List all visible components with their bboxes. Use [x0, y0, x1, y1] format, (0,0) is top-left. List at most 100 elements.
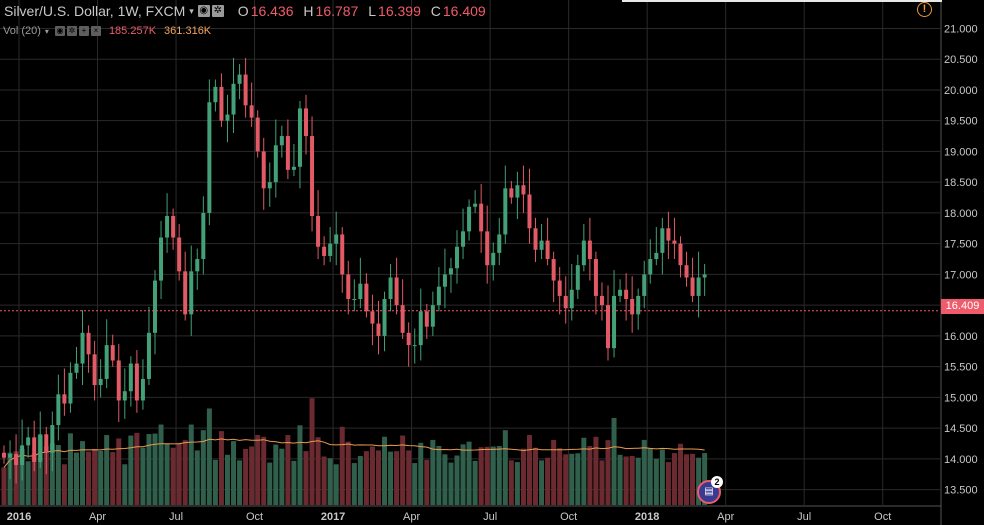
volume-bar	[297, 425, 303, 505]
volume-bars	[1, 398, 708, 505]
event-count-badge: 2	[711, 476, 723, 488]
volume-bar	[466, 441, 472, 505]
candle-body	[412, 345, 417, 347]
symbol-title[interactable]: Silver/U.S. Dollar, 1W, FXCM	[4, 3, 186, 19]
candle-body	[153, 280, 157, 333]
volume-bar	[514, 462, 520, 505]
close-icon[interactable]: ×	[90, 26, 101, 36]
candle-body	[618, 289, 623, 296]
volume-bar	[339, 426, 345, 505]
candle-body	[183, 271, 188, 315]
candle-body	[92, 354, 97, 386]
close-label: C	[430, 3, 441, 19]
candle-body	[503, 188, 508, 235]
volume-bar	[659, 449, 665, 505]
candle-body	[116, 360, 121, 401]
volume-bar	[267, 462, 273, 505]
volume-bar	[635, 457, 641, 505]
price-tick-label: 15.000	[944, 392, 978, 404]
volume-bar	[684, 454, 690, 505]
candle-body	[461, 231, 466, 247]
volume-bar	[484, 446, 490, 505]
candle-body	[310, 136, 315, 216]
candle-body	[237, 74, 242, 84]
chevron-down-icon[interactable]: ▾	[44, 26, 49, 36]
candle-body	[14, 453, 19, 466]
time-tick-label: Apr	[717, 511, 734, 523]
volume-bar	[533, 447, 539, 505]
volume-bar	[388, 451, 394, 505]
candle-body	[624, 289, 629, 300]
volume-bar	[478, 447, 484, 505]
candle-body	[20, 445, 25, 466]
candle-body	[231, 83, 236, 115]
candle-body	[491, 252, 496, 266]
price-tick-label: 20.000	[944, 85, 978, 97]
ohlc-values: O 16.436 H 16.787 L 16.399 C 16.409	[232, 3, 486, 19]
candle-body	[322, 246, 327, 256]
candle-body	[424, 311, 429, 327]
chart-grid	[0, 0, 940, 505]
volume-bar	[551, 439, 557, 505]
plus-icon[interactable]: +	[78, 26, 89, 36]
volume-bar	[231, 441, 237, 505]
candle-body	[696, 277, 701, 296]
gear-icon[interactable]: ✲	[66, 26, 77, 36]
volume-bar	[611, 417, 617, 505]
volume-bar	[641, 439, 647, 505]
candle-body	[165, 215, 170, 238]
price-tick-label: 19.500	[944, 116, 978, 128]
candle-body	[485, 231, 490, 266]
candle-body	[418, 311, 423, 346]
candle-body	[557, 280, 562, 296]
volume-bar	[321, 456, 327, 505]
candle-body	[376, 323, 381, 336]
price-tick-label: 18.500	[944, 177, 978, 189]
volume-bar	[73, 452, 79, 505]
volume-bar	[37, 435, 43, 505]
price-tick-label: 17.000	[944, 269, 978, 281]
time-tick-label: Apr	[89, 511, 106, 523]
price-tick-label: 14.500	[944, 423, 978, 435]
volume-bar	[212, 459, 218, 505]
candle-body	[279, 136, 284, 146]
volume-moving-average-line	[3, 438, 705, 468]
price-tick-label: 20.500	[944, 54, 978, 66]
candle-body	[68, 372, 73, 404]
volume-bar	[116, 438, 122, 505]
volume-bar	[394, 451, 400, 505]
volume-bar	[581, 437, 587, 505]
eye-icon[interactable]: ◉	[54, 26, 65, 36]
close-value: 16.409	[442, 3, 486, 19]
chevron-down-icon[interactable]: ▾	[189, 5, 194, 16]
volume-label[interactable]: Vol (20)	[3, 25, 41, 37]
volume-bar	[369, 446, 375, 505]
time-tick-label: 2017	[321, 511, 345, 523]
us-flag-icon[interactable]: ▤	[697, 480, 721, 504]
volume-bar	[249, 446, 255, 505]
price-tick-label: 21.000	[944, 23, 978, 35]
alert-icon[interactable]: !	[917, 2, 932, 17]
candle-body	[8, 453, 13, 458]
gear-icon[interactable]: ✲	[211, 5, 224, 17]
volume-bar	[176, 442, 182, 505]
volume-bar	[122, 464, 128, 505]
volume-bar	[224, 454, 230, 505]
candle-body	[521, 185, 526, 195]
eye-icon[interactable]: ◉	[197, 5, 210, 17]
candle-body	[551, 259, 556, 281]
volume-bar	[587, 446, 593, 505]
time-tick-label: Oct	[560, 511, 577, 523]
candle-body	[104, 345, 109, 379]
volume-bar	[575, 453, 581, 505]
candle-body	[177, 237, 182, 272]
high-label: H	[303, 3, 314, 19]
candle-body	[261, 151, 266, 189]
candle-body	[171, 215, 176, 238]
volume-bar	[206, 408, 212, 505]
volume-bar	[442, 454, 448, 505]
candle-body	[666, 228, 671, 241]
candle-body	[569, 289, 574, 309]
volume-bar	[333, 464, 339, 505]
